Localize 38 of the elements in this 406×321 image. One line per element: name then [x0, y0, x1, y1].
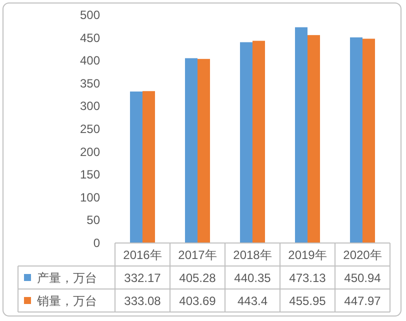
data-label: 405.28 [179, 271, 216, 285]
y-tick-label: 200 [80, 144, 100, 159]
y-tick-label: 350 [80, 76, 100, 90]
y-tick-label: 500 [80, 8, 100, 22]
bar [142, 91, 155, 243]
bar [198, 58, 210, 243]
bar [185, 58, 198, 243]
y-tick-label: 450 [80, 30, 100, 45]
y-tick-label: 400 [80, 54, 100, 68]
x-tick-label: 2017年 [178, 248, 217, 262]
y-tick-label: 50 [86, 213, 100, 228]
y-tick-label: 100 [80, 190, 100, 204]
bar [295, 27, 308, 243]
legend-label: 产量，万台 [37, 271, 97, 285]
bar [252, 40, 265, 243]
y-tick-label: 300 [80, 99, 100, 114]
y-tick-label: 0 [93, 236, 100, 250]
data-label: 403.69 [179, 294, 216, 308]
data-label: 440.35 [234, 271, 272, 285]
data-label: 332.17 [124, 271, 162, 285]
x-tick-label: 2020年 [343, 248, 382, 262]
data-label: 443.4 [237, 294, 268, 308]
bar [130, 92, 142, 243]
data-label: 450.94 [344, 271, 382, 285]
data-label: 447.97 [344, 294, 382, 308]
data-label: 473.13 [289, 271, 326, 285]
y-tick-label: 150 [80, 168, 100, 182]
data-label: 333.08 [124, 294, 162, 308]
x-tick-label: 2016年 [123, 248, 162, 262]
bar [362, 38, 375, 243]
data-label: 455.95 [289, 294, 326, 308]
x-tick-label: 2018年 [233, 248, 272, 262]
x-tick-label: 2019年 [288, 248, 327, 262]
y-tick-label: 250 [80, 122, 100, 136]
bar [240, 42, 252, 243]
legend-label: 销量，万台 [36, 294, 97, 308]
bar [350, 37, 362, 243]
bar [308, 35, 320, 243]
